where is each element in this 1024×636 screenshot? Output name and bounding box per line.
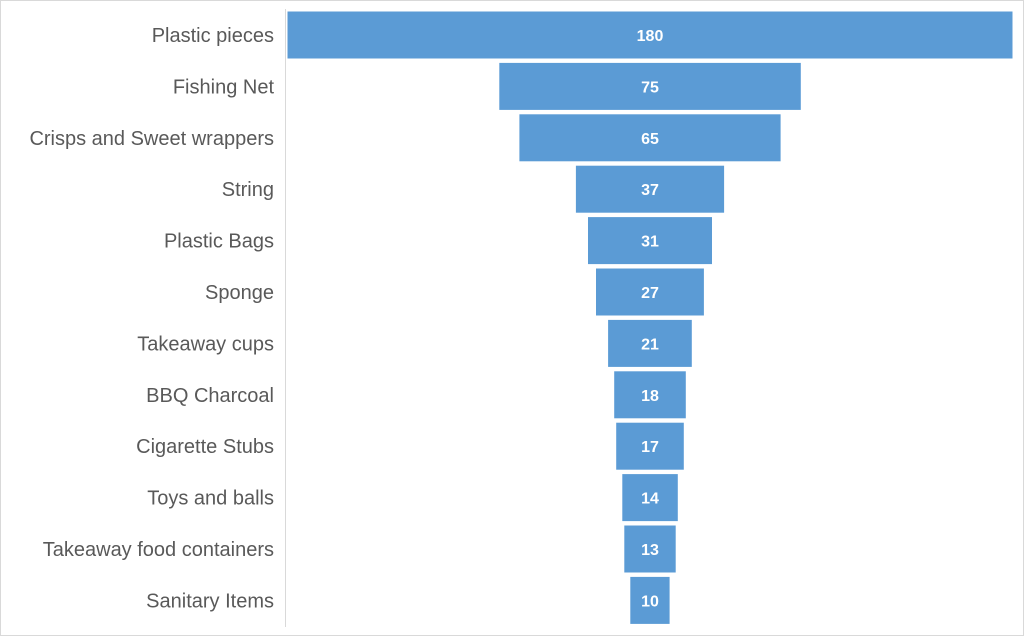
category-label: BBQ Charcoal bbox=[146, 385, 274, 407]
data-label: 13 bbox=[641, 542, 659, 559]
category-label: Takeaway food containers bbox=[43, 539, 274, 561]
bar-takeaway-food-containers bbox=[623, 524, 677, 574]
data-label: 14 bbox=[641, 491, 659, 508]
category-label: Plastic Bags bbox=[164, 231, 274, 253]
category-label: Cigarette Stubs bbox=[136, 436, 274, 458]
category-labels-layer: Plastic pieces Fishing Net Crisps and Swee… bbox=[29, 25, 274, 612]
data-label: 10 bbox=[641, 593, 659, 610]
data-label: 37 bbox=[641, 182, 659, 199]
data-label: 27 bbox=[641, 285, 659, 302]
bars-layer: 180 75 65 37 31 27 21 18 17 14 13 10 bbox=[286, 10, 1014, 625]
bar-sponge bbox=[595, 267, 705, 317]
bar-cigarette-stubs bbox=[615, 421, 685, 471]
bar-toys-and-balls bbox=[621, 473, 679, 523]
data-label: 180 bbox=[637, 28, 664, 45]
data-label: 65 bbox=[641, 131, 659, 148]
data-label: 31 bbox=[641, 234, 659, 251]
bar-crisps-and-sweet-wrappers bbox=[518, 113, 782, 163]
category-label: Plastic pieces bbox=[152, 25, 274, 47]
data-label: 17 bbox=[641, 439, 659, 456]
category-label: Fishing Net bbox=[173, 76, 275, 98]
bar-plastic-pieces bbox=[286, 10, 1014, 60]
bar-takeaway-cups bbox=[607, 318, 693, 368]
category-label: String bbox=[222, 179, 274, 201]
data-label: 21 bbox=[641, 336, 659, 353]
bar-plastic-bags bbox=[587, 216, 713, 266]
bar-bbq-charcoal bbox=[613, 370, 687, 420]
category-label: Sanitary Items bbox=[146, 590, 274, 612]
bar-sanitary-items bbox=[629, 575, 671, 625]
category-label: Sponge bbox=[205, 282, 274, 304]
bar-string bbox=[574, 164, 726, 214]
data-label: 18 bbox=[641, 388, 659, 405]
data-label: 75 bbox=[641, 79, 659, 96]
category-label: Toys and balls bbox=[147, 488, 274, 510]
bar-fishing-net bbox=[498, 61, 802, 111]
category-label: Takeaway cups bbox=[137, 333, 274, 355]
category-label: Crisps and Sweet wrappers bbox=[29, 128, 274, 150]
